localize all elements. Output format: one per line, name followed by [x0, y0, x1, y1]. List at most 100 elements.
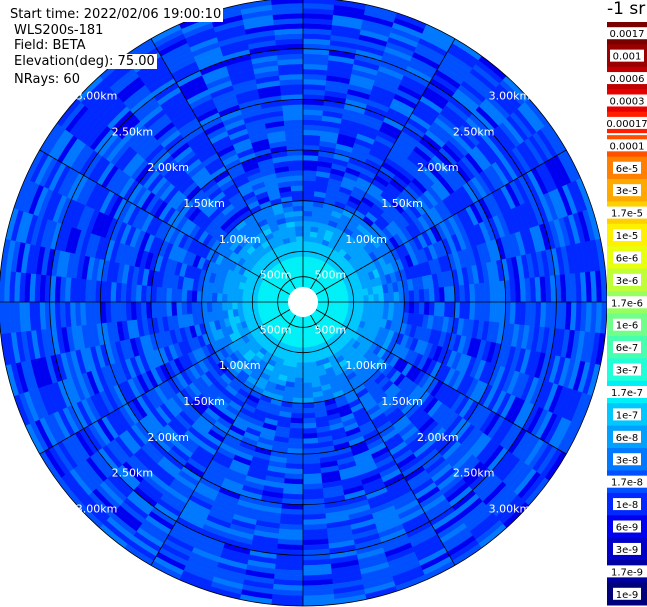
heatmap-cell: [302, 230, 311, 237]
heatmap-cell: [393, 301, 400, 313]
heatmap-cell: [302, 159, 319, 167]
heatmap-cell: [291, 407, 304, 414]
units-label: -1 sr: [607, 0, 646, 19]
heatmap-cell: [288, 432, 304, 440]
heatmap-cell: [353, 301, 359, 309]
heatmap-cell: [211, 292, 218, 303]
colorbar-label: 1.7e-7: [611, 388, 643, 399]
heatmap-cell: [307, 341, 313, 348]
heatmap-cell: [388, 301, 395, 312]
heatmap-cell: [140, 301, 148, 320]
colorbar-label: 6e-6: [616, 253, 639, 264]
heatmap-cell: [221, 301, 228, 311]
heatmap-cell: [291, 190, 304, 197]
heatmap-cell: [302, 134, 321, 141]
ring-label: 2.50km: [453, 467, 495, 480]
ring-label: 2.00km: [147, 161, 189, 174]
heatmap-cell: [413, 289, 420, 303]
heatmap-cell: [293, 387, 304, 394]
heatmap-cell: [373, 301, 380, 311]
ring-label: 1.00km: [219, 233, 261, 246]
heatmap-cell: [398, 291, 405, 303]
heatmap-cell: [211, 301, 218, 312]
heatmap-cell: [290, 417, 304, 424]
heatmap-cell: [298, 256, 304, 262]
ring-label: 3.00km: [76, 90, 118, 103]
heatmap-cell: [181, 301, 188, 315]
heatmap-cell: [458, 301, 466, 320]
heatmap-cell: [236, 294, 243, 303]
field-label: Field: BETA: [12, 38, 88, 53]
heatmap-cell: [368, 301, 375, 310]
heatmap-cell: [383, 292, 390, 303]
heatmap-cell: [289, 175, 304, 182]
colorbar-label: 3e-8: [616, 455, 639, 466]
heatmap-cell: [433, 301, 441, 317]
heatmap-cell: [206, 291, 213, 303]
colorbar-label: 6e-5: [616, 164, 639, 175]
heatmap-cell: [290, 180, 304, 187]
heatmap-cell: [295, 362, 304, 369]
heatmap-cell: [289, 422, 304, 429]
heatmap-cell: [287, 159, 304, 167]
heatmap-cell: [165, 301, 173, 317]
heatmap-cell: [302, 352, 310, 358]
heatmap-cell: [297, 251, 304, 257]
colorbar-label: 0.0001: [610, 141, 645, 152]
heatmap-cell: [469, 301, 476, 321]
heatmap-cell: [206, 301, 213, 313]
heatmap-cell: [302, 154, 319, 162]
colorbar-gap: [607, 133, 647, 136]
heatmap-cell: [257, 297, 263, 303]
heatmap-cell: [413, 301, 420, 315]
heatmap-cell: [293, 210, 304, 217]
heatmap-cell: [408, 301, 415, 314]
ring-label: 1.50km: [183, 197, 225, 210]
heatmap-cell: [302, 225, 312, 232]
heatmap-cell: [343, 301, 349, 307]
heatmap-cell: [408, 290, 415, 303]
heatmap-cell: [423, 288, 430, 303]
heatmap-cell: [287, 437, 304, 445]
heatmap-cell: [290, 412, 304, 419]
device-label: WLS200s-181: [12, 23, 106, 38]
heatmap-cell: [302, 235, 311, 242]
colorbar-label: 1e-5: [616, 231, 639, 242]
heatmap-cell: [295, 230, 304, 237]
heatmap-cells: [0, 0, 608, 607]
heatmap-cell: [302, 240, 310, 247]
heatmap-cell: [252, 301, 258, 308]
heatmap-cell: [358, 295, 365, 303]
heatmap-cell: [302, 347, 309, 353]
heatmap-cell: [292, 392, 304, 399]
heatmap-cell: [289, 427, 304, 434]
heatmap-cell: [298, 342, 304, 348]
heatmap-cell: [296, 240, 304, 247]
heatmap-cell: [302, 220, 312, 227]
heatmap-cell: [302, 164, 318, 172]
ring-label: 500m: [314, 269, 346, 282]
ring-label: 3.00km: [76, 502, 118, 515]
heatmap-cell: [241, 295, 248, 303]
heatmap-cell: [302, 372, 312, 379]
ring-label: 2.50km: [453, 125, 495, 138]
heatmap-cell: [267, 301, 273, 306]
heatmap-cell: [176, 288, 183, 303]
heatmap-cell: [398, 301, 405, 313]
heatmap-cell: [388, 292, 395, 303]
colorbar-label: 0.00017: [606, 119, 647, 130]
heatmap-cell: [438, 301, 446, 318]
heatmap-cell: [302, 337, 308, 343]
heatmap-cell: [302, 427, 317, 434]
heatmap-cell: [293, 382, 304, 389]
heatmap-cell: [433, 287, 441, 303]
colorbar-label: 0.0017: [610, 29, 645, 40]
heatmap-cell: [302, 332, 307, 338]
ring-label: 3.00km: [489, 90, 531, 103]
heatmap-cell: [231, 294, 238, 303]
ring-label: 1.50km: [381, 395, 423, 408]
colorbar-label: 1.7e-8: [611, 478, 643, 489]
heatmap-cell: [171, 301, 178, 316]
heatmap-cell: [226, 301, 233, 311]
heatmap-cell: [302, 170, 317, 177]
